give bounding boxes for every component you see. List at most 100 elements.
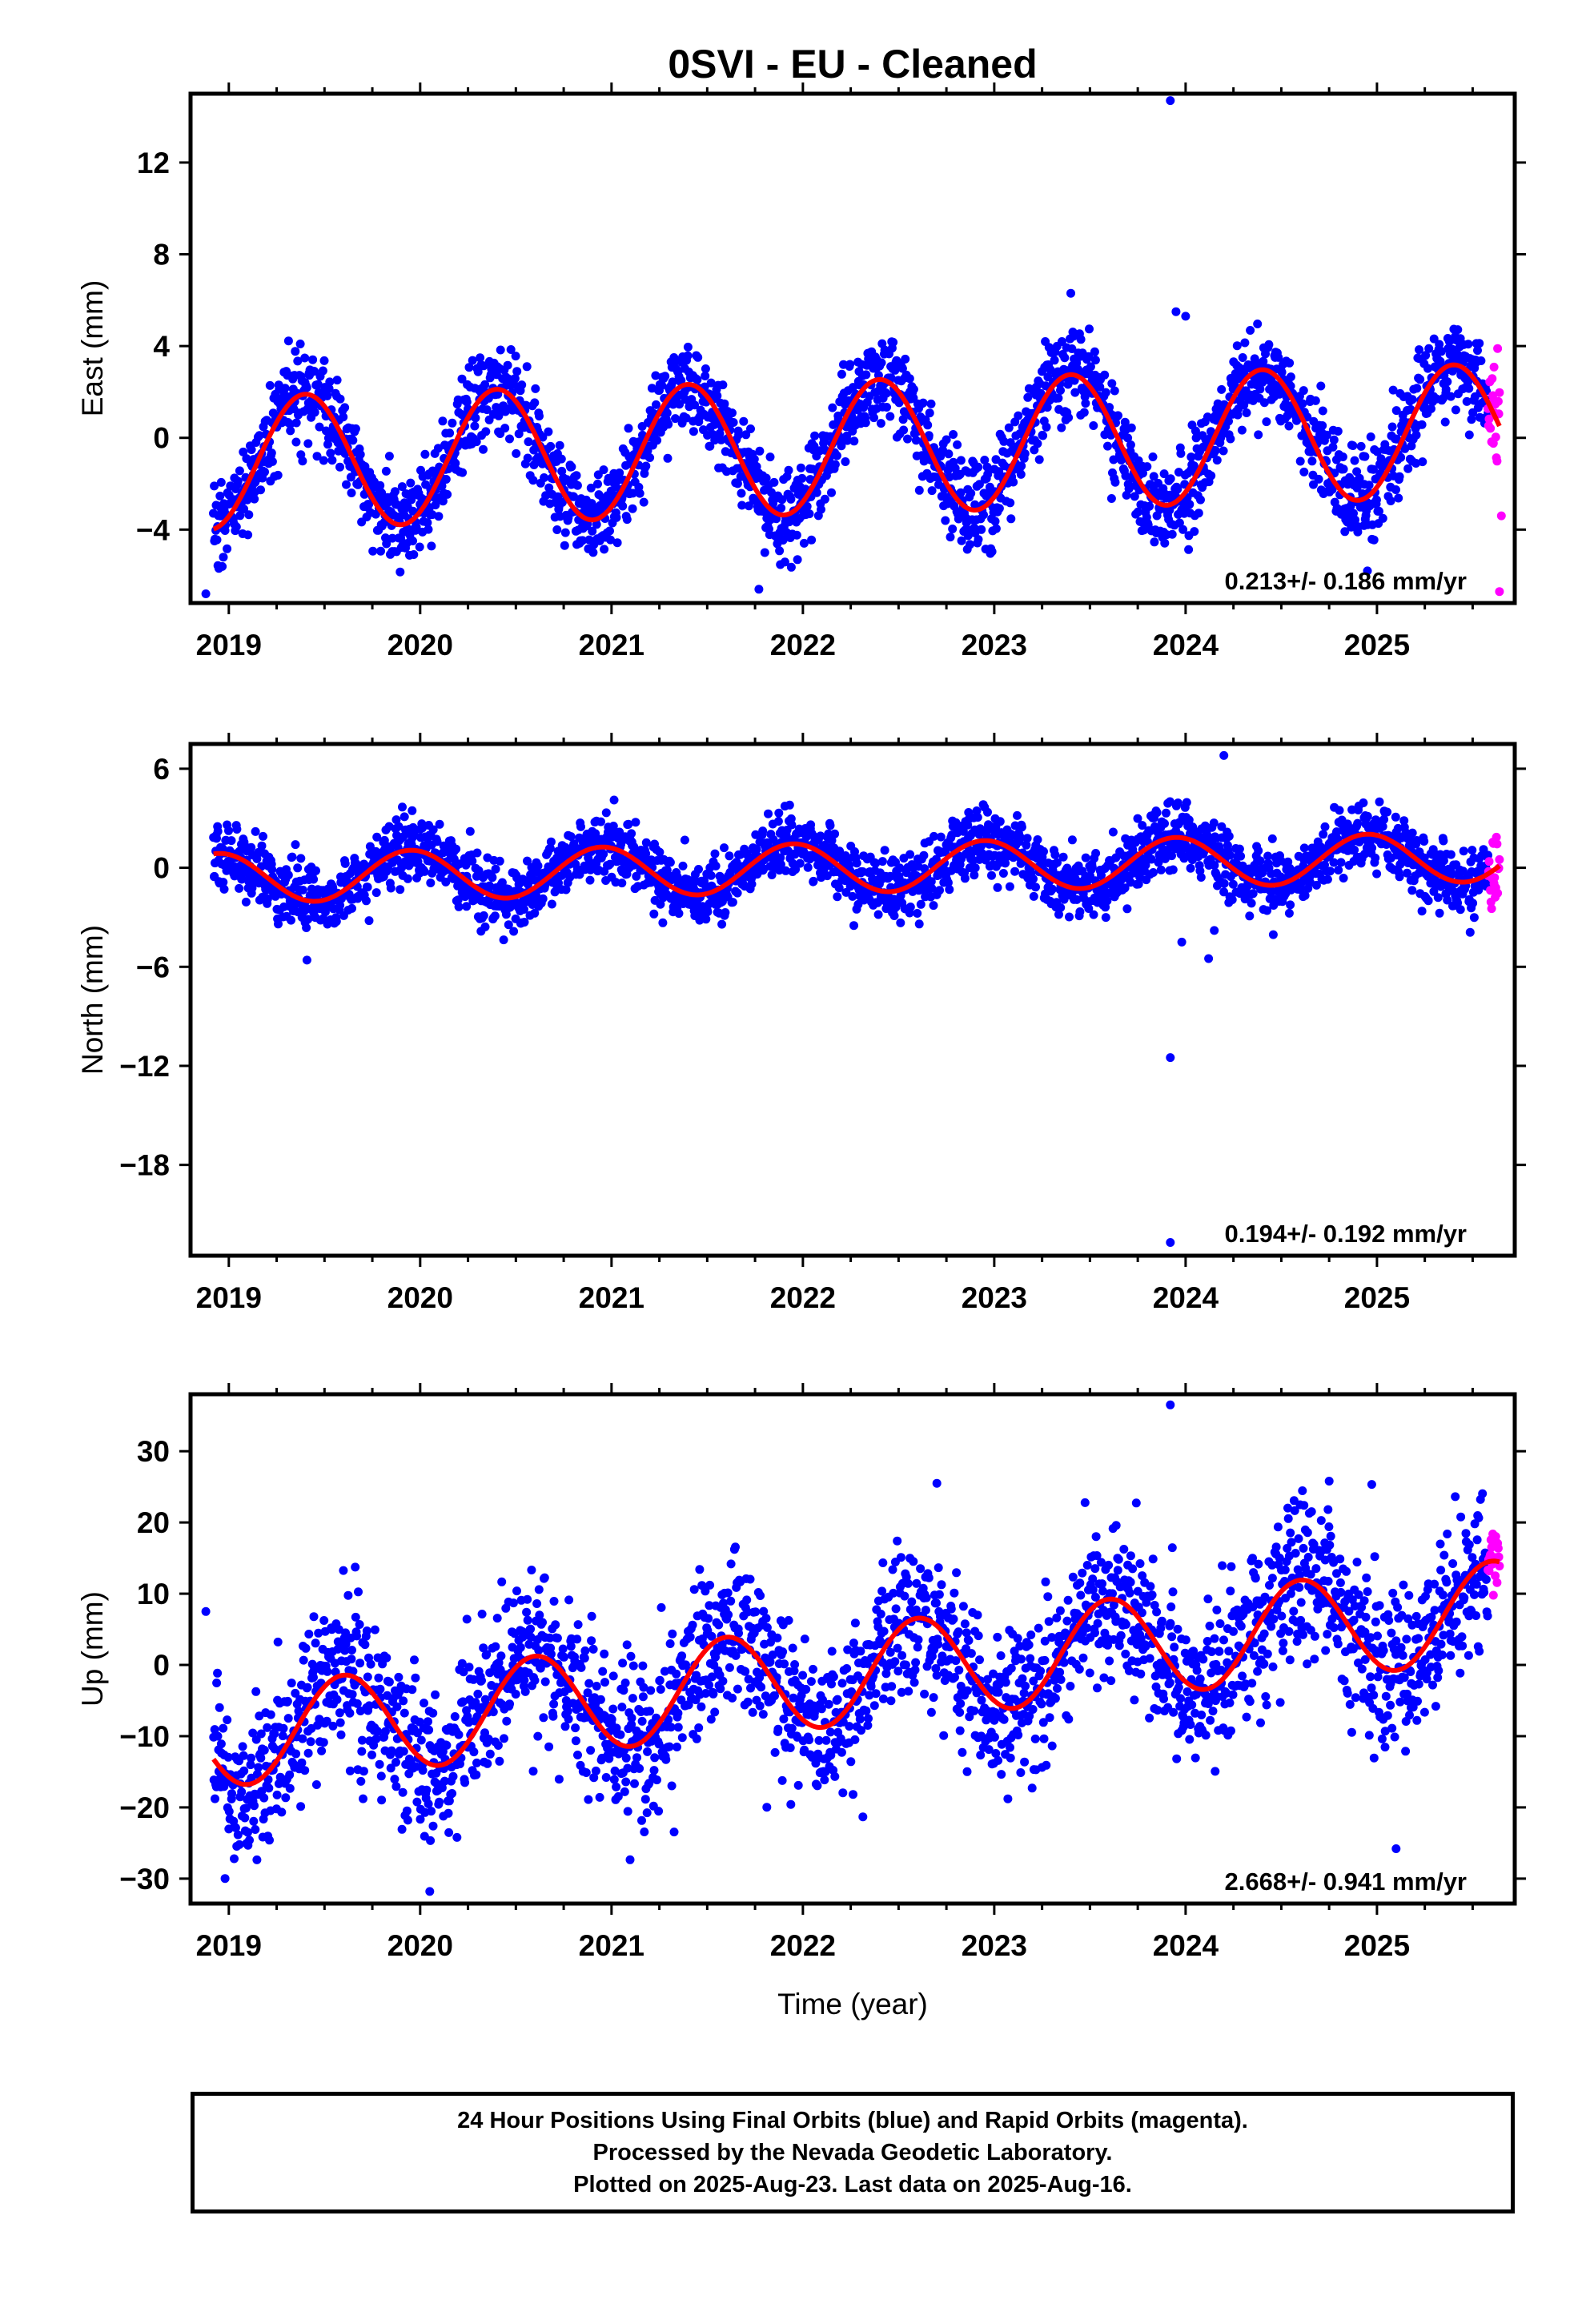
north-final-point xyxy=(701,915,711,924)
east-final-point xyxy=(1349,509,1358,518)
east-final-point xyxy=(662,408,672,418)
east-final-point xyxy=(1191,426,1200,436)
north-final-point xyxy=(247,842,256,852)
east-final-point xyxy=(701,372,710,380)
north-final-point xyxy=(733,888,742,898)
east-final-point xyxy=(624,424,633,433)
east-final-point xyxy=(1348,441,1358,450)
east-final-point xyxy=(567,462,576,472)
east-final-point xyxy=(1084,352,1094,361)
east-final-point xyxy=(1351,515,1359,525)
east-final-point xyxy=(555,440,564,450)
east-final-point xyxy=(323,391,332,400)
north-final-point xyxy=(509,927,519,936)
up-final-point xyxy=(250,1801,259,1811)
east-final-point xyxy=(1352,467,1362,476)
north-final-point xyxy=(728,898,737,907)
east-final-point xyxy=(1329,435,1339,444)
east-final-point xyxy=(1254,430,1263,440)
north-outlier-point xyxy=(1210,926,1219,935)
east-final-point xyxy=(949,430,958,439)
east-final-point xyxy=(1138,468,1147,478)
north-final-point xyxy=(935,886,944,895)
north-data-points xyxy=(209,750,1504,1247)
east-final-point xyxy=(914,485,924,495)
east-final-point xyxy=(786,494,796,504)
north-final-point xyxy=(1419,853,1429,862)
north-final-point xyxy=(781,866,790,875)
east-final-point xyxy=(406,478,416,488)
east-final-point xyxy=(339,412,348,422)
east-final-point xyxy=(828,403,837,412)
east-final-point xyxy=(1006,438,1015,448)
east-final-point xyxy=(1246,326,1255,335)
east-final-point xyxy=(382,539,391,549)
north-final-point xyxy=(1335,806,1344,815)
east-outlier-point xyxy=(1171,307,1181,316)
north-final-point xyxy=(1339,874,1348,883)
east-final-point xyxy=(683,342,693,352)
north-outlier-point xyxy=(1204,954,1214,963)
north-final-point xyxy=(1047,884,1057,894)
east-final-point xyxy=(1009,477,1018,487)
up-final-point xyxy=(224,1807,234,1816)
east-final-point xyxy=(1212,456,1222,465)
east-final-point xyxy=(861,418,870,428)
north-final-point xyxy=(479,911,488,920)
east-rapid-point xyxy=(1493,344,1503,353)
east-final-point xyxy=(267,456,277,466)
north-final-point xyxy=(1336,858,1346,867)
east-final-point xyxy=(957,536,966,545)
east-final-point xyxy=(911,436,921,445)
north-final-point xyxy=(1108,827,1118,837)
east-final-point xyxy=(364,500,374,509)
east-final-point xyxy=(332,376,342,385)
east-final-point xyxy=(1462,396,1472,406)
up-final-point xyxy=(230,1854,239,1864)
east-final-point xyxy=(991,524,1001,533)
north-final-point xyxy=(1465,927,1475,937)
north-final-point xyxy=(303,915,313,924)
up-final-point xyxy=(211,1794,219,1803)
up-final-point xyxy=(219,1723,228,1733)
east-final-point xyxy=(652,436,662,445)
north-final-point xyxy=(1407,886,1417,895)
east-final-point xyxy=(977,525,986,534)
north-final-point xyxy=(291,840,300,850)
east-final-point xyxy=(1067,344,1077,353)
east-final-point xyxy=(396,567,405,577)
east-final-point xyxy=(231,522,241,532)
up-final-point xyxy=(220,1874,230,1884)
north-final-point xyxy=(1141,860,1150,870)
east-final-point xyxy=(1411,430,1421,440)
east-final-point xyxy=(1451,405,1460,415)
north-final-point xyxy=(1054,910,1063,919)
east-final-point xyxy=(218,561,227,571)
east-final-point xyxy=(523,453,532,463)
north-final-point xyxy=(495,856,504,866)
east-final-point xyxy=(618,501,628,511)
north-final-point xyxy=(1227,895,1237,904)
east-final-point xyxy=(462,397,472,407)
east-final-point xyxy=(1395,472,1404,481)
east-final-point xyxy=(223,544,232,553)
east-final-point xyxy=(260,467,269,476)
east-final-point xyxy=(586,483,596,493)
north-frame xyxy=(188,742,1517,1258)
east-final-point xyxy=(324,384,334,393)
east-final-point xyxy=(897,364,907,373)
up-final-point xyxy=(237,1787,247,1796)
north-final-point xyxy=(1072,895,1082,904)
up-final-point xyxy=(210,1725,219,1735)
east-outlier-point xyxy=(1181,312,1191,321)
north-final-point xyxy=(710,849,720,858)
north-final-point xyxy=(1323,875,1332,884)
north-final-point xyxy=(1267,834,1277,843)
east-final-point xyxy=(512,367,522,376)
north-final-point xyxy=(1029,891,1038,901)
east-final-point xyxy=(308,355,318,364)
east-final-point xyxy=(805,509,814,519)
north-final-point xyxy=(895,863,905,873)
east-final-point xyxy=(829,420,838,429)
north-final-point xyxy=(913,909,922,918)
